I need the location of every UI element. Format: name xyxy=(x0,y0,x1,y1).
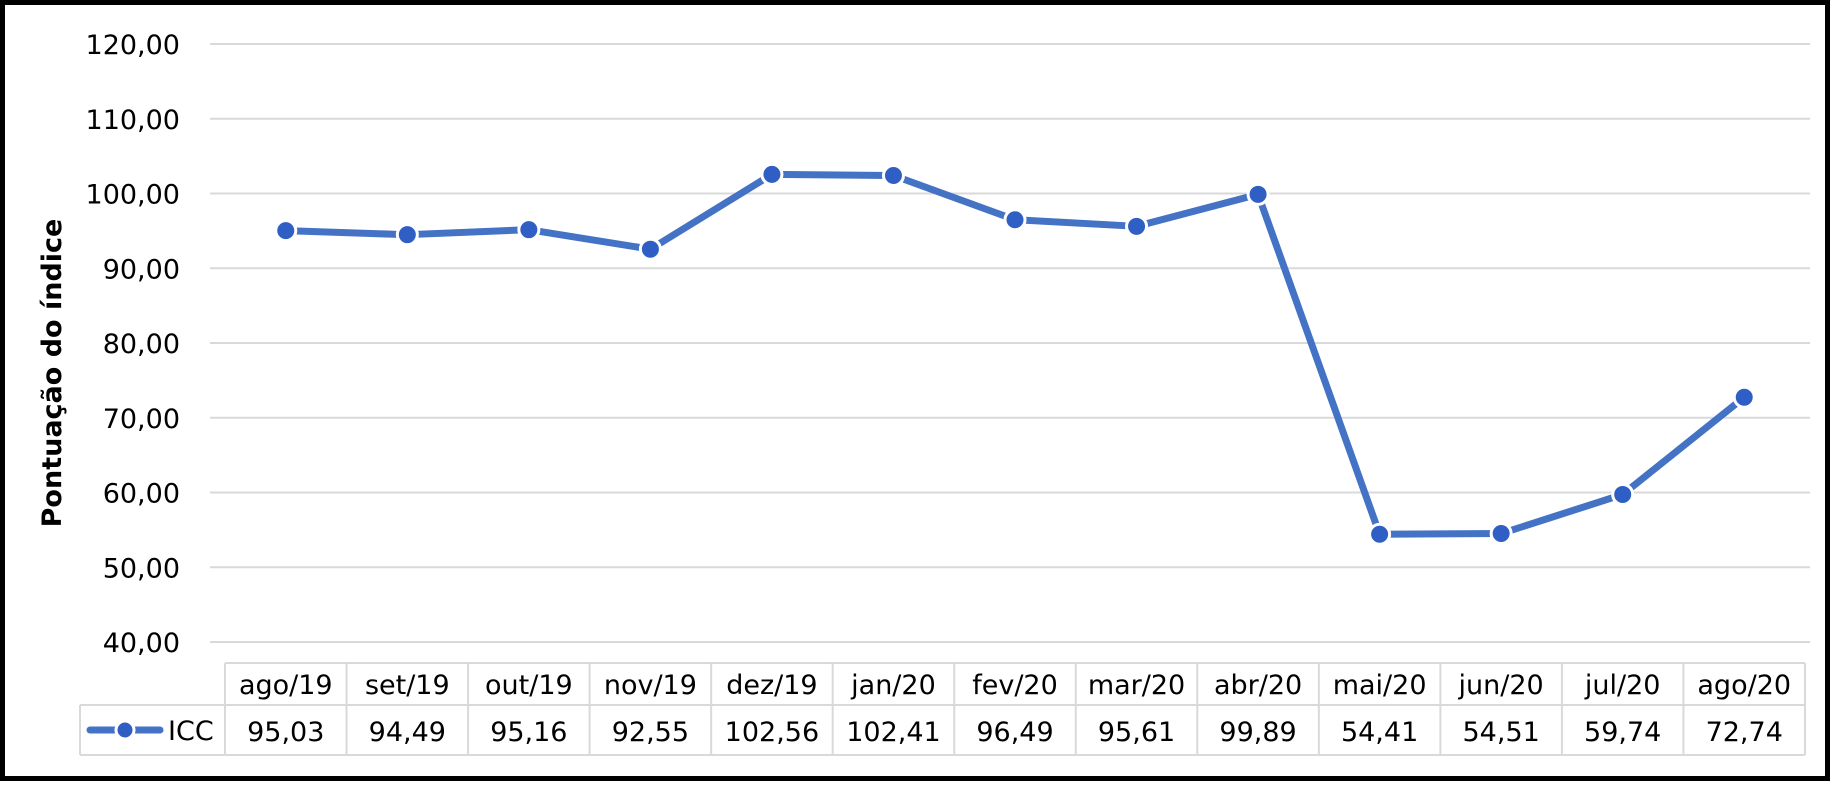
data-point xyxy=(760,162,784,186)
y-tick-label: 120,00 xyxy=(86,30,180,61)
data-label: 92,55 xyxy=(612,717,689,748)
x-tick-label: ago/20 xyxy=(1697,670,1791,701)
data-label: 102,41 xyxy=(846,717,940,748)
x-tick-label: jan/20 xyxy=(850,670,936,701)
y-axis-label: Pontuação do índice xyxy=(37,219,68,528)
data-label: 95,61 xyxy=(1098,717,1175,748)
y-tick-label: 40,00 xyxy=(103,628,180,659)
x-tick-label: out/19 xyxy=(485,670,573,701)
data-point xyxy=(1125,214,1149,238)
y-axis-ticks: 40,00 50,00 60,00 70,00 80,00 90,00 100,00 110,… xyxy=(86,30,180,659)
data-point xyxy=(1368,522,1392,546)
x-tick-label: abr/20 xyxy=(1214,670,1302,701)
y-tick-label: 60,00 xyxy=(103,479,180,510)
data-label: 95,03 xyxy=(247,717,324,748)
data-point xyxy=(1003,208,1027,232)
data-points xyxy=(274,162,1756,546)
data-label: 95,16 xyxy=(490,717,567,748)
data-label: 72,74 xyxy=(1706,717,1783,748)
x-tick-label: mar/20 xyxy=(1088,670,1185,701)
line-chart: 40,00 50,00 60,00 70,00 80,00 90,00 100,00 110,… xyxy=(37,30,1810,756)
x-tick-label: nov/19 xyxy=(604,670,697,701)
data-point xyxy=(638,237,662,261)
data-point xyxy=(1489,522,1513,546)
data-label: 99,89 xyxy=(1219,717,1296,748)
data-point xyxy=(274,219,298,243)
x-tick-label: jun/20 xyxy=(1458,670,1544,701)
data-point xyxy=(395,223,419,247)
data-label: 94,49 xyxy=(369,717,446,748)
data-point xyxy=(1732,385,1756,409)
data-table: ago/19 95,03 set/19 94,49 out/19 95,16 nov/19 9… xyxy=(79,662,1806,756)
legend-marker xyxy=(114,719,136,741)
data-point xyxy=(517,218,541,242)
x-tick-label: ago/19 xyxy=(239,670,333,701)
gridlines xyxy=(210,43,1810,643)
data-point xyxy=(1611,482,1635,506)
data-label: 54,51 xyxy=(1463,717,1540,748)
data-label: 96,49 xyxy=(976,717,1053,748)
y-tick-label: 70,00 xyxy=(103,404,180,435)
x-tick-label: jul/20 xyxy=(1584,670,1661,701)
x-tick-label: mai/20 xyxy=(1333,670,1427,701)
data-label: 54,41 xyxy=(1341,717,1418,748)
x-tick-label: fev/20 xyxy=(972,670,1058,701)
y-tick-label: 50,00 xyxy=(103,553,180,584)
y-tick-label: 90,00 xyxy=(103,254,180,285)
data-point xyxy=(1246,182,1270,206)
y-tick-label: 100,00 xyxy=(86,180,180,211)
y-tick-label: 110,00 xyxy=(86,105,180,136)
x-tick-label: dez/19 xyxy=(726,670,817,701)
data-label: 59,74 xyxy=(1584,717,1661,748)
data-point xyxy=(881,163,905,187)
legend-label: ICC xyxy=(168,716,214,747)
y-tick-label: 80,00 xyxy=(103,329,180,360)
data-label: 102,56 xyxy=(725,717,819,748)
x-tick-label: set/19 xyxy=(365,670,450,701)
